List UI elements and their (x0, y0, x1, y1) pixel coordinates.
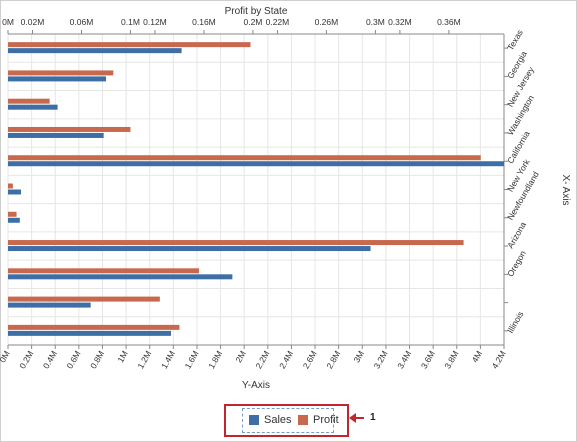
legend-label-profit: Profit (313, 414, 339, 426)
y-axis-title: X- Axis (560, 174, 571, 205)
bar-sales (8, 302, 91, 308)
bottom-axis-tick-label: 4M (470, 349, 485, 364)
bar-sales (8, 76, 107, 82)
top-axis-tick-label: 0.32M (388, 17, 412, 27)
top-axis-tick-label: 0M (2, 17, 14, 27)
bar-profit (8, 155, 481, 161)
bottom-axis-tick-label: 0.8M (88, 349, 106, 370)
bottom-axis-tick-label: 2.2M (253, 349, 271, 370)
legend-item-sales[interactable]: Sales (249, 414, 292, 426)
bottom-axis-tick-label: 0.2M (17, 349, 35, 370)
bottom-axis-tick-label: 0.4M (41, 349, 59, 370)
bottom-axis-tick-label: 3M (351, 349, 366, 364)
bottom-axis-tick-label: 3.6M (419, 349, 437, 370)
bar-sales (8, 48, 182, 54)
bar-profit (8, 98, 50, 104)
bottom-axis-tick-label: 3.8M (442, 349, 460, 370)
bottom-axis-tick-label: 0.6M (64, 349, 82, 370)
bar-sales (8, 189, 21, 195)
bottom-axis-tick-label: 2M (233, 349, 248, 364)
bottom-axis-tick-label: 3.2M (372, 349, 390, 370)
legend-callout-box (224, 404, 349, 437)
bar-profit (8, 268, 200, 274)
bottom-axis-tick-label: 1.4M (159, 349, 177, 370)
bottom-axis-tick-label: 2.4M (277, 349, 295, 370)
bar-sales (8, 330, 171, 336)
bar-sales (8, 132, 104, 138)
top-axis-tick-label: 0.36M (437, 17, 461, 27)
bar-sales (8, 161, 504, 167)
bottom-axis-tick-label: 1.6M (183, 349, 201, 370)
chart-title: Profit by State (225, 6, 288, 17)
bottom-axis-tick-label: 0M (0, 349, 12, 364)
bottom-axis-tick-label: 4.2M (490, 349, 508, 370)
bottom-axis-tick-label: 2.8M (324, 349, 342, 370)
category-label: Oregon (505, 249, 528, 279)
category-label: Illinois (505, 309, 525, 334)
bar-sales (8, 104, 58, 110)
legend-swatch-profit (298, 415, 308, 425)
bar-profit (8, 240, 464, 246)
callout-arrow-head (349, 413, 356, 423)
top-axis-tick-label: 0.26M (315, 17, 339, 27)
legend (242, 408, 334, 433)
bottom-axis-tick-label: 1.2M (135, 349, 153, 370)
category-label: Arizona (505, 220, 528, 250)
bottom-axis-tick-label: 2.6M (301, 349, 319, 370)
bar-profit (8, 324, 180, 330)
bar-profit (8, 42, 251, 48)
top-axis-tick-label: 0.12M (143, 17, 167, 27)
bar-sales (8, 217, 20, 223)
bar-sales (8, 274, 233, 280)
bar-profit (8, 70, 114, 76)
top-axis-tick-label: 0.06M (70, 17, 94, 27)
bar-profit (8, 183, 13, 189)
top-axis-tick-label: 0.16M (192, 17, 216, 27)
legend-label-sales: Sales (264, 414, 292, 426)
bar-profit (8, 126, 131, 132)
bottom-axis-tick-label: 1.8M (206, 349, 224, 370)
bar-profit (8, 296, 160, 302)
top-axis-tick-label: 0.3M (366, 17, 385, 27)
legend-item-profit[interactable]: Profit (298, 414, 339, 426)
category-label: Texas (505, 28, 525, 52)
top-axis-tick-label: 0.02M (21, 17, 45, 27)
legend-swatch-sales (249, 415, 259, 425)
top-axis-tick-label: 0.1M (121, 17, 140, 27)
bar-profit (8, 211, 17, 217)
x-axis-title: Y-Axis (242, 380, 270, 391)
bottom-axis-tick-label: 1M (115, 349, 130, 364)
top-axis-tick-label: 0.22M (266, 17, 290, 27)
top-axis-tick-label: 0.2M (243, 17, 262, 27)
bottom-axis-tick-label: 3.4M (395, 349, 413, 370)
bar-sales (8, 246, 371, 252)
callout-number: 1 (370, 412, 376, 423)
